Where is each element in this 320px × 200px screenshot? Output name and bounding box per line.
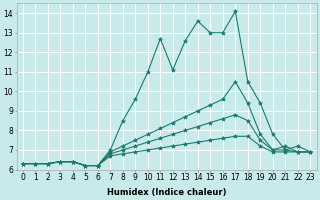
- X-axis label: Humidex (Indice chaleur): Humidex (Indice chaleur): [107, 188, 226, 197]
